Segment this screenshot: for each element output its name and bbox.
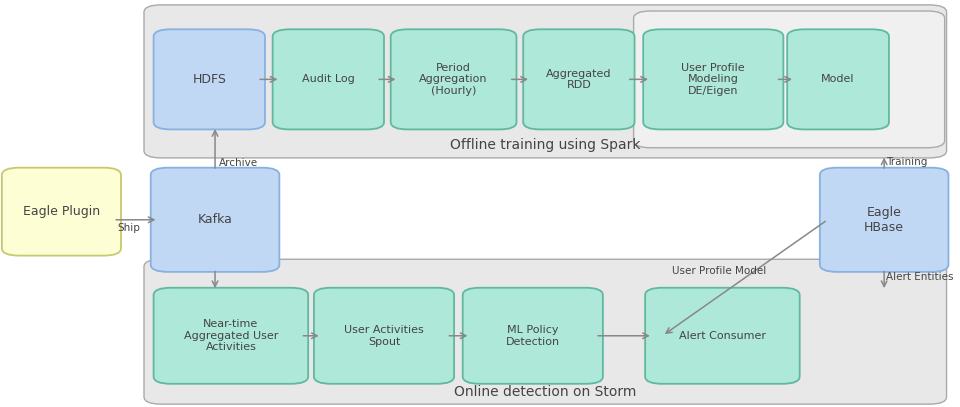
- Text: Eagle Plugin: Eagle Plugin: [23, 205, 100, 218]
- Text: Archive: Archive: [219, 158, 258, 168]
- Text: Ship: Ship: [117, 223, 140, 233]
- Text: Online detection on Storm: Online detection on Storm: [454, 385, 636, 398]
- Text: Aggregated
RDD: Aggregated RDD: [546, 68, 612, 90]
- FancyBboxPatch shape: [151, 168, 279, 272]
- FancyBboxPatch shape: [391, 29, 516, 129]
- FancyBboxPatch shape: [144, 5, 947, 158]
- Text: Alert Consumer: Alert Consumer: [679, 331, 766, 341]
- Text: User Profile Model: User Profile Model: [672, 266, 766, 276]
- Text: User Profile
Modeling
DE/Eigen: User Profile Modeling DE/Eigen: [682, 63, 745, 96]
- Text: User Activities
Spout: User Activities Spout: [344, 325, 424, 347]
- Text: Model: Model: [822, 74, 854, 84]
- FancyBboxPatch shape: [314, 288, 454, 384]
- FancyBboxPatch shape: [645, 288, 800, 384]
- Text: Near-time
Aggregated User
Activities: Near-time Aggregated User Activities: [183, 319, 278, 352]
- FancyBboxPatch shape: [463, 288, 603, 384]
- Text: HDFS: HDFS: [192, 73, 227, 86]
- Text: ML Policy
Detection: ML Policy Detection: [506, 325, 560, 347]
- Text: Eagle
HBase: Eagle HBase: [864, 206, 904, 234]
- Text: Offline training using Spark: Offline training using Spark: [450, 138, 640, 152]
- Text: Training: Training: [886, 157, 927, 167]
- FancyBboxPatch shape: [643, 29, 783, 129]
- FancyBboxPatch shape: [523, 29, 635, 129]
- FancyBboxPatch shape: [787, 29, 889, 129]
- FancyBboxPatch shape: [273, 29, 384, 129]
- FancyBboxPatch shape: [154, 29, 265, 129]
- Text: Period
Aggregation
(Hourly): Period Aggregation (Hourly): [420, 63, 488, 96]
- FancyBboxPatch shape: [2, 168, 121, 256]
- Text: Audit Log: Audit Log: [302, 74, 354, 84]
- FancyBboxPatch shape: [820, 168, 948, 272]
- Text: Kafka: Kafka: [198, 213, 232, 226]
- FancyBboxPatch shape: [144, 259, 947, 404]
- Text: Alert Entities: Alert Entities: [886, 272, 953, 282]
- FancyBboxPatch shape: [154, 288, 308, 384]
- FancyBboxPatch shape: [634, 11, 945, 148]
